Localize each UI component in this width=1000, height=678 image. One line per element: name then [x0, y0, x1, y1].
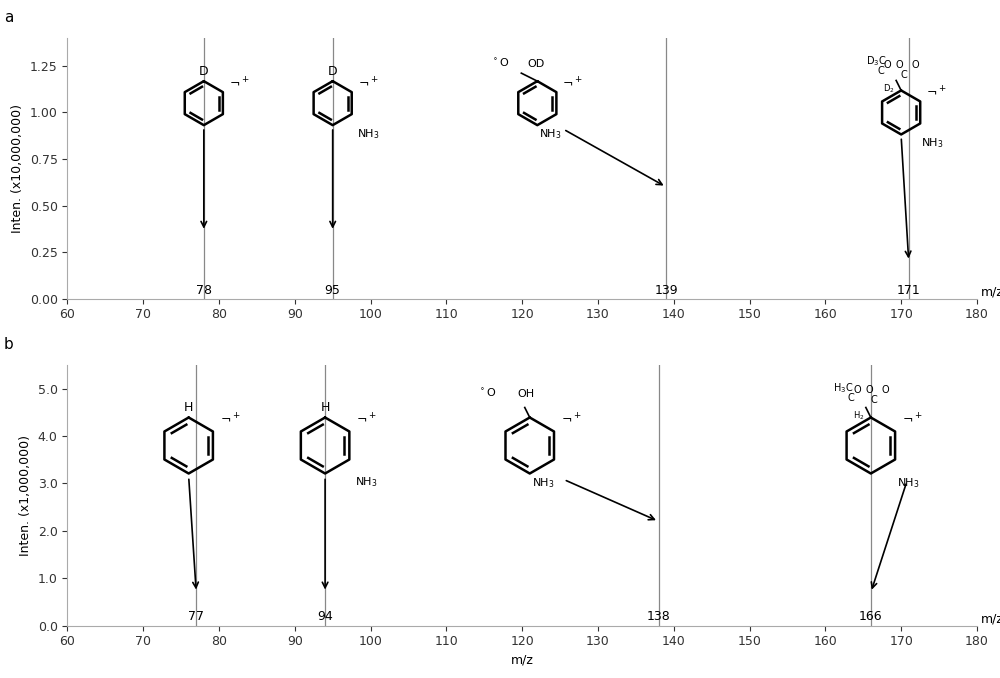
Text: $\neg^+$: $\neg^+$: [562, 77, 583, 89]
Text: O: O: [911, 60, 919, 71]
Text: H: H: [184, 401, 193, 414]
Text: NH$_3$: NH$_3$: [532, 477, 554, 490]
Text: D: D: [199, 65, 209, 78]
Text: 166: 166: [859, 610, 883, 623]
Text: $^\circ$O: $^\circ$O: [478, 387, 496, 399]
Text: H: H: [320, 401, 330, 414]
Text: O: O: [883, 60, 891, 71]
Text: $\neg^+$: $\neg^+$: [356, 413, 377, 426]
Text: b: b: [4, 337, 13, 352]
Text: D$_2$: D$_2$: [883, 83, 895, 95]
Text: NH$_3$: NH$_3$: [357, 127, 379, 141]
Text: NH$_3$: NH$_3$: [355, 475, 378, 490]
Text: a: a: [4, 10, 13, 25]
Text: O: O: [881, 386, 889, 395]
Text: 78: 78: [196, 284, 212, 297]
Text: OH: OH: [518, 389, 535, 399]
Text: D: D: [328, 65, 337, 78]
Text: $\neg^+$: $\neg^+$: [902, 413, 923, 426]
Text: NH$_3$: NH$_3$: [921, 136, 944, 151]
Text: NH$_3$: NH$_3$: [897, 477, 920, 490]
Text: 171: 171: [897, 284, 921, 297]
Text: 95: 95: [325, 284, 341, 297]
Text: C: C: [870, 395, 877, 405]
Text: $\neg^+$: $\neg^+$: [229, 77, 249, 89]
Text: O: O: [895, 60, 903, 71]
Text: m/z: m/z: [981, 285, 1000, 299]
Text: O: O: [865, 386, 873, 395]
Text: H$_2$: H$_2$: [853, 410, 864, 422]
Text: $\neg^+$: $\neg^+$: [561, 413, 581, 426]
Text: 77: 77: [188, 610, 204, 623]
X-axis label: m/z: m/z: [511, 654, 534, 667]
Text: $\neg^+$: $\neg^+$: [926, 86, 947, 99]
Text: C: C: [901, 71, 908, 81]
Text: 94: 94: [317, 610, 333, 623]
Text: m/z: m/z: [981, 613, 1000, 626]
Text: 139: 139: [654, 284, 678, 297]
Text: OD: OD: [527, 59, 545, 69]
Text: 138: 138: [647, 610, 670, 623]
Text: C: C: [878, 66, 885, 77]
Text: $^\circ$O: $^\circ$O: [491, 57, 510, 69]
Text: D$_3$C: D$_3$C: [866, 55, 887, 68]
Text: $\neg^+$: $\neg^+$: [220, 413, 240, 426]
Text: H$_3$C: H$_3$C: [833, 382, 853, 395]
Y-axis label: Inten. (x10,000,000): Inten. (x10,000,000): [11, 104, 24, 233]
Text: O: O: [853, 386, 861, 395]
Text: C: C: [847, 393, 854, 403]
Text: $\neg^+$: $\neg^+$: [358, 77, 378, 89]
Text: NH$_3$: NH$_3$: [539, 127, 562, 141]
Y-axis label: Inten. (x1,000,000): Inten. (x1,000,000): [19, 435, 32, 556]
